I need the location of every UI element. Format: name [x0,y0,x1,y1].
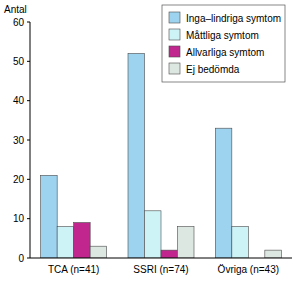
bar [161,250,178,258]
tick-label: 40 [13,95,25,106]
legend-swatch [169,63,180,74]
bars [41,53,282,258]
bar [57,227,74,258]
y-label: Antal [4,4,27,15]
bar [128,53,145,258]
bar [265,250,282,258]
category-label: Övriga (n=43) [218,264,279,275]
bar [215,128,232,258]
tick-label: 50 [13,56,25,67]
bar [178,227,195,258]
tick-label: 30 [13,135,25,146]
legend-swatch [169,12,180,23]
legend-label: Allvarliga symtom [186,47,264,58]
bar [232,227,249,258]
legend-label: Inga–lindriga symtom [186,13,281,24]
legend: Inga–lindriga symtom Måttliga symtom Allva… [162,5,285,82]
y-axis [30,22,31,258]
legend-label: Ej bedömda [186,64,240,75]
tick-label: 10 [13,213,25,224]
tick-label: 60 [13,17,25,28]
bar [41,175,58,258]
x-axis [30,258,292,259]
legend-label: Måttliga symtom [186,30,259,41]
bar [145,211,162,258]
category-label: SSRI (n=74) [133,264,188,275]
legend-box [162,5,285,82]
tick-label: 20 [13,174,25,185]
legend-swatch [169,46,180,57]
bar [74,223,91,258]
bar [90,246,107,258]
legend-swatch [169,29,180,40]
tick-label: 0 [18,253,24,264]
category-label: TCA (n=41) [48,264,99,275]
